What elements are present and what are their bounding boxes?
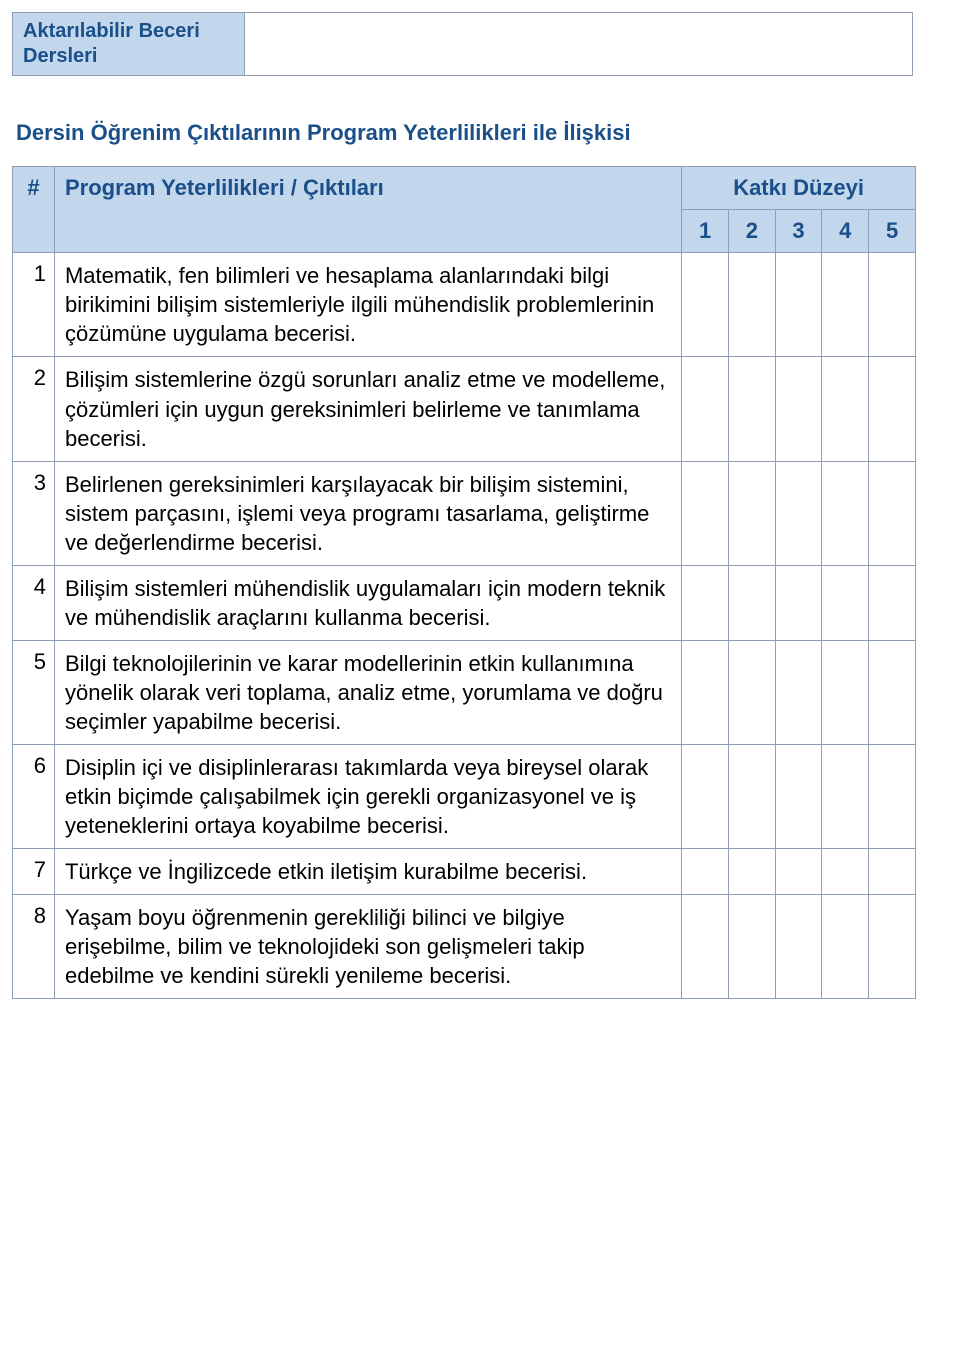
col-header-level-1: 1 — [682, 210, 729, 253]
row-description: Bilişim sistemleri mühendislik uygulamal… — [54, 565, 681, 640]
table-row: 5 Bilgi teknolojilerinin ve karar modell… — [13, 640, 916, 744]
rating-cell — [728, 894, 775, 998]
rating-cell — [822, 848, 869, 894]
row-number: 5 — [13, 640, 55, 744]
table-row: 6 Disiplin içi ve disiplinlerarası takım… — [13, 744, 916, 848]
rating-cell — [682, 744, 729, 848]
rating-cell — [728, 565, 775, 640]
rating-cell — [728, 357, 775, 461]
row-number: 6 — [13, 744, 55, 848]
row-description: Yaşam boyu öğrenmenin gerekliliği bilinc… — [54, 894, 681, 998]
row-number: 1 — [13, 253, 55, 357]
table-row: 4 Bilişim sistemleri mühendislik uygulam… — [13, 565, 916, 640]
rating-cell — [682, 357, 729, 461]
rating-cell — [775, 461, 822, 565]
rating-cell — [869, 461, 916, 565]
rating-cell — [869, 357, 916, 461]
rating-cell — [869, 744, 916, 848]
rating-cell — [775, 848, 822, 894]
row-description: Bilişim sistemlerine özgü sorunları anal… — [54, 357, 681, 461]
rating-cell — [682, 565, 729, 640]
rating-cell — [869, 848, 916, 894]
matrix-header-row-1: # Program Yeterlilikleri / Çıktıları Kat… — [13, 167, 916, 210]
rating-cell — [822, 253, 869, 357]
table-row: 8 Yaşam boyu öğrenmenin gerekliliği bili… — [13, 894, 916, 998]
rating-cell — [775, 894, 822, 998]
rating-cell — [682, 461, 729, 565]
rating-cell — [682, 848, 729, 894]
row-description: Türkçe ve İngilizcede etkin iletişim kur… — [54, 848, 681, 894]
rating-cell — [822, 357, 869, 461]
rating-cell — [728, 461, 775, 565]
section-title: Dersin Öğrenim Çıktılarının Program Yete… — [16, 120, 948, 146]
rating-cell — [682, 894, 729, 998]
row-description: Belirlenen gereksinimleri karşılayacak b… — [54, 461, 681, 565]
rating-cell — [775, 744, 822, 848]
col-header-hash: # — [13, 167, 55, 253]
col-header-katki: Katkı Düzeyi — [682, 167, 916, 210]
row-description: Matematik, fen bilimleri ve hesaplama al… — [54, 253, 681, 357]
rating-cell — [869, 894, 916, 998]
rating-cell — [728, 253, 775, 357]
rating-cell — [775, 640, 822, 744]
course-category-value — [245, 13, 913, 76]
course-category-box: Aktarılabilir Beceri Dersleri — [12, 12, 913, 76]
col-header-program: Program Yeterlilikleri / Çıktıları — [54, 167, 681, 253]
rating-cell — [822, 461, 869, 565]
rating-cell — [775, 253, 822, 357]
rating-cell — [682, 253, 729, 357]
row-number: 8 — [13, 894, 55, 998]
table-row: 3 Belirlenen gereksinimleri karşılayacak… — [13, 461, 916, 565]
rating-cell — [728, 640, 775, 744]
row-number: 2 — [13, 357, 55, 461]
rating-cell — [822, 744, 869, 848]
row-number: 4 — [13, 565, 55, 640]
rating-cell — [822, 565, 869, 640]
rating-cell — [682, 640, 729, 744]
col-header-level-3: 3 — [775, 210, 822, 253]
table-row: 1 Matematik, fen bilimleri ve hesaplama … — [13, 253, 916, 357]
rating-cell — [869, 565, 916, 640]
rating-cell — [869, 253, 916, 357]
table-row: 7 Türkçe ve İngilizcede etkin iletişim k… — [13, 848, 916, 894]
rating-cell — [822, 894, 869, 998]
rating-cell — [775, 357, 822, 461]
row-description: Disiplin içi ve disiplinlerarası takımla… — [54, 744, 681, 848]
competency-matrix-table: # Program Yeterlilikleri / Çıktıları Kat… — [12, 166, 916, 999]
rating-cell — [822, 640, 869, 744]
col-header-level-4: 4 — [822, 210, 869, 253]
row-description: Bilgi teknolojilerinin ve karar modeller… — [54, 640, 681, 744]
row-number: 3 — [13, 461, 55, 565]
col-header-level-5: 5 — [869, 210, 916, 253]
col-header-level-2: 2 — [728, 210, 775, 253]
row-number: 7 — [13, 848, 55, 894]
rating-cell — [728, 848, 775, 894]
table-row: 2 Bilişim sistemlerine özgü sorunları an… — [13, 357, 916, 461]
course-category-label: Aktarılabilir Beceri Dersleri — [13, 13, 245, 76]
rating-cell — [728, 744, 775, 848]
rating-cell — [775, 565, 822, 640]
rating-cell — [869, 640, 916, 744]
